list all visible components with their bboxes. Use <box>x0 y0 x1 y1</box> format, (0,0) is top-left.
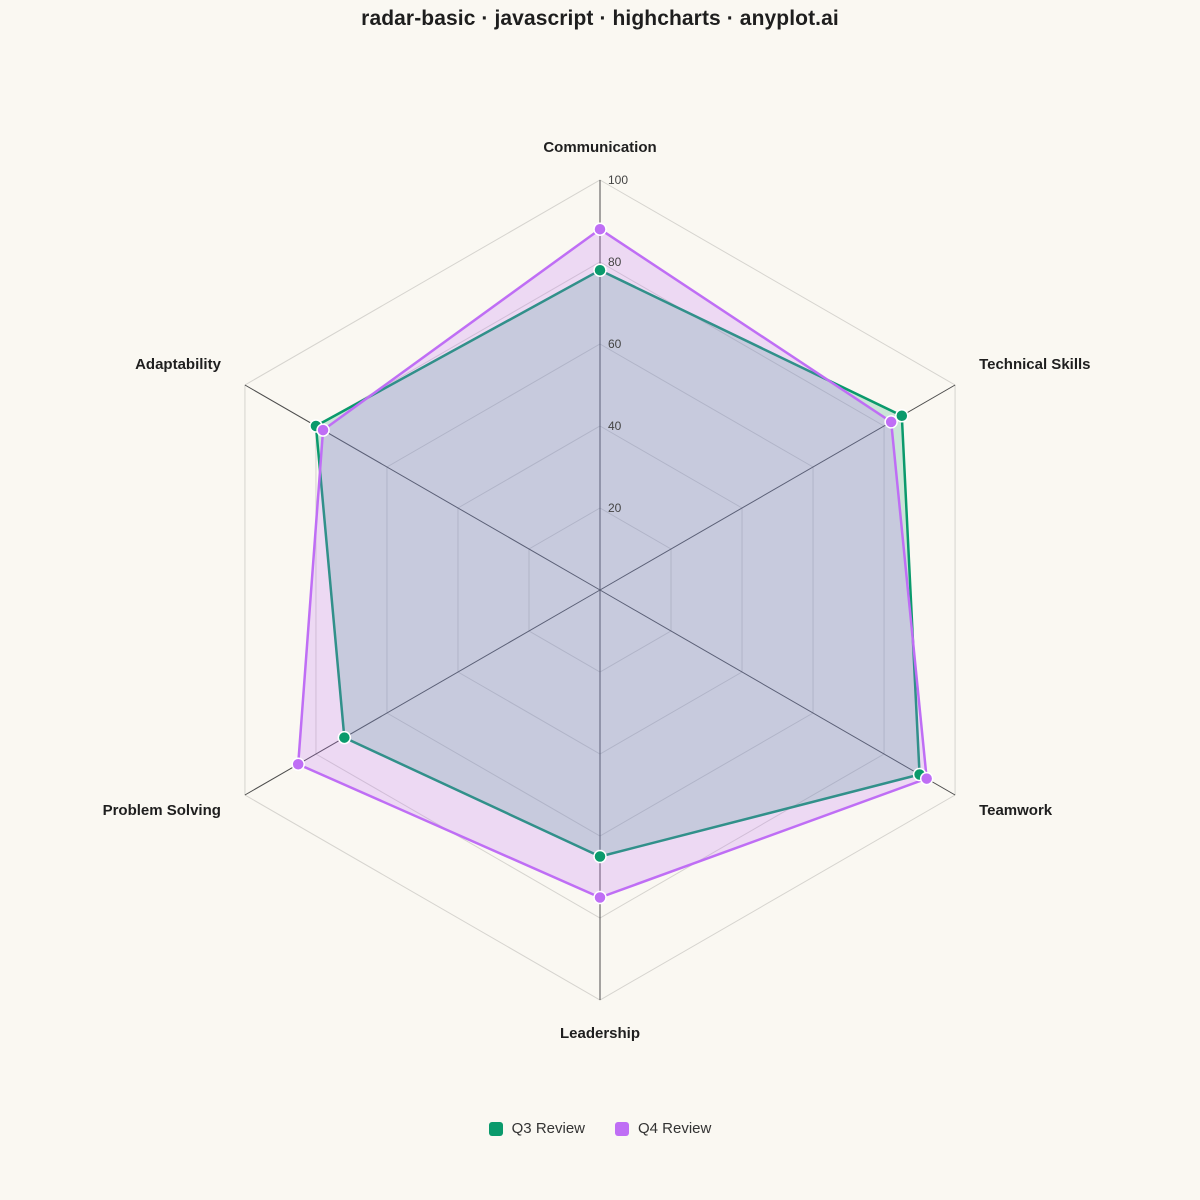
legend-label-q3: Q3 Review <box>511 1120 585 1137</box>
legend-item-q3[interactable]: Q3 Review <box>488 1120 585 1137</box>
radial-tick-label-100: 100 <box>608 173 628 187</box>
legend: Q3 Review Q4 Review <box>0 1120 1200 1137</box>
radial-tick-label-40: 40 <box>608 419 622 433</box>
series-0-point-0[interactable] <box>593 263 607 277</box>
radial-tick-label-60: 60 <box>608 337 622 351</box>
axis-spoke-5 <box>244 384 601 591</box>
series-area-1 <box>296 227 928 899</box>
series-1-point-2[interactable] <box>919 771 934 786</box>
series-1-point-1[interactable] <box>884 415 898 429</box>
series-1-point-3[interactable] <box>593 890 607 905</box>
category-label-1: Technical Skills <box>979 356 1090 373</box>
category-label-0: Communication <box>543 139 656 156</box>
radial-tick-label-20: 20 <box>608 501 622 515</box>
axis-spoke-2 <box>599 589 956 796</box>
category-label-3: Leadership <box>560 1025 640 1042</box>
legend-item-q4[interactable]: Q4 Review <box>615 1120 711 1137</box>
category-label-5: Adaptability <box>135 356 221 373</box>
legend-swatch-q4 <box>615 1121 629 1136</box>
series-0-point-3[interactable] <box>593 849 607 864</box>
legend-swatch-q3 <box>488 1121 503 1136</box>
series-0-point-4[interactable] <box>337 730 352 745</box>
axis-spoke-4 <box>244 589 601 796</box>
chart-title: radar-basic · javascript · highcharts · … <box>361 7 839 30</box>
series-1-point-0[interactable] <box>593 222 607 236</box>
series-0-point-1[interactable] <box>895 409 909 423</box>
radar-labels: 20 40 60 80 100 Communication Technical Skills… <box>103 139 1091 1042</box>
radial-tick-label-80: 80 <box>608 255 622 269</box>
category-label-4: Problem Solving <box>103 802 221 819</box>
radar-series <box>291 222 934 905</box>
category-label-2: Teamwork <box>979 802 1053 819</box>
series-1-point-4[interactable] <box>291 757 305 771</box>
series-1-point-5[interactable] <box>316 423 330 437</box>
series-1 <box>296 227 928 899</box>
legend-label-q4: Q4 Review <box>638 1120 712 1137</box>
